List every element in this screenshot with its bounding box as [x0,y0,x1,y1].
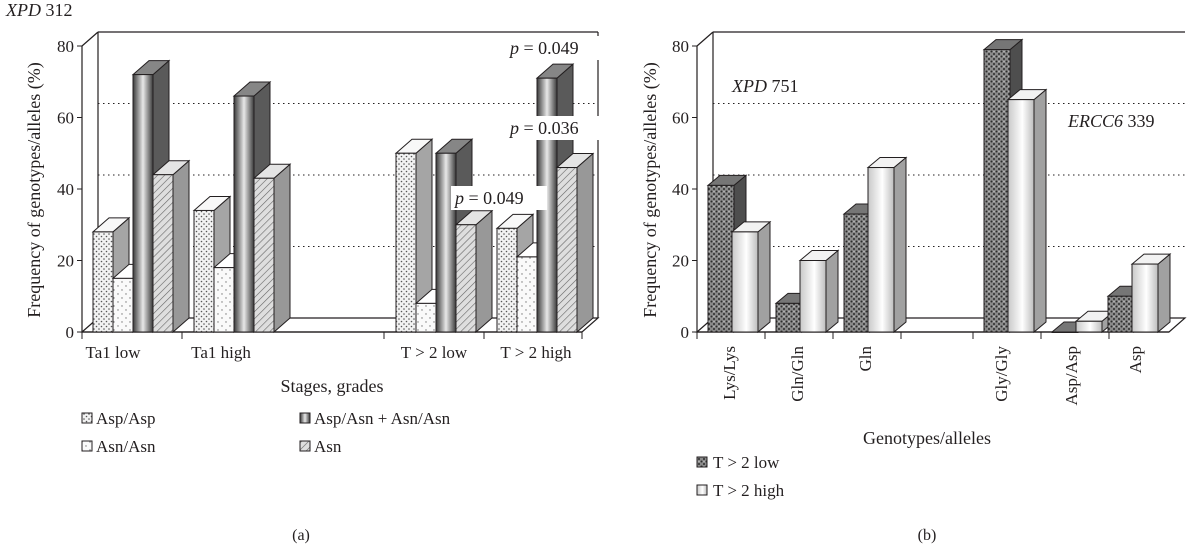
legend-swatch [696,456,708,468]
panel-a-y-tick-label: 60 [57,109,74,128]
panel-b-x-tick-label-lys-lys: Lys/Lys [720,346,739,400]
panel-b-y-label: Frequency of genotypes/alleles (%) [640,62,661,317]
panel-a-x-tick-label-ta1-low: Ta1 low [86,343,142,362]
group-label-ercc6-codon: 339 [1123,111,1155,131]
panel-b-label: (b) [918,527,937,544]
legend-swatch [81,412,93,424]
panel-a-x-tick-label-t-2-low: T > 2 low [401,343,468,362]
panel-a-x-tick-labels: Ta1 low Ta1 high T > 2 low T > 2 high [81,332,583,362]
panel-b-y-tick-label: 80 [672,37,689,56]
bar-t-2-high-asp [1130,253,1172,334]
panel-b-x-tick-label-asp-asp: Asp/Asp [1062,346,1081,406]
legend-label: T > 2 low [713,453,780,472]
panel-a-y-ticks: 0 20 40 60 80 [57,37,82,342]
p-value-box [506,116,602,140]
panel-a-legend: Asp/Asp Asn/Asn Asp/Asn + Asn/Asn Asn [81,409,451,456]
legend-label: Asp/Asn + Asn/Asn [314,409,451,428]
panel-b-y-ticks: 0 20 40 60 80 [672,37,697,342]
group-label-xpd-gene: XPD [731,76,767,96]
panel-b-legend: T > 2 low T > 2 high [696,453,785,500]
panel-b-x-tick-label-gln: Gln [856,346,875,372]
bar-asn-ta1-high [252,163,292,334]
bar-asp-asp-t-2-low [394,138,434,334]
panel-a-bars [91,59,595,334]
panel-a-y-tick-label: 20 [57,252,74,271]
panel-b-y-tick-label: 60 [672,109,689,128]
legend-swatch [299,412,311,424]
legend-item-asp-asp: Asp/Asp [81,409,156,428]
panel-a-y-tick-label: 80 [57,37,74,56]
panel-a: XPD 312 0 20 40 60 80 Ta1 low Ta1 high T > 2 l… [5,0,602,544]
p-value-annotation-0: p = 0.049 [508,38,579,58]
panel-b-y-tick-label: 20 [672,252,689,271]
bar-t-2-low-gln [842,202,884,334]
p-value-box [451,186,547,210]
group-label-ercc6-gene: ERCC6 [1067,111,1123,131]
panel-a-label: (a) [292,527,310,544]
legend-label: Asn [314,437,342,456]
group-label-xpd-codon: 751 [767,76,799,96]
bar-asn-ta1-low [151,159,191,334]
legend-label: Asn/Asn [96,437,156,456]
panel-a-y-axis-join [81,31,99,47]
group-label-ercc6-339: ERCC6 339 [1067,111,1155,131]
legend-swatch [299,440,311,452]
legend-item-asn-asn: Asn/Asn [81,437,156,456]
legend-swatch [81,440,93,452]
legend-item-t-2-high: T > 2 high [696,481,785,500]
legend-swatch [696,484,708,496]
panel-b-x-label: Genotypes/alleles [863,428,991,448]
legend-label: Asp/Asp [96,409,156,428]
panel-a-y-label: Frequency of genotypes/alleles (%) [24,62,45,317]
panel-a-gridlines [98,103,598,247]
bar-t-2-high-gln-gln [798,249,840,334]
legend-label: T > 2 high [713,481,785,500]
p-value-annotation-1: p = 0.036 [508,118,579,138]
panel-a-x-label: Stages, grades [281,376,384,396]
bar-asn-t-2-low [454,209,494,334]
p-value-box [506,36,602,60]
panel-b-y-tick-label: 0 [681,323,690,342]
panel-b-bars [706,38,1172,334]
panel-a-y-tick-label: 40 [57,180,74,199]
panel-b-gridlines [713,103,1185,247]
bar-t-2-high-gln [866,156,908,334]
panel-b-x-tick-label-gln-gln: Gln/Gln [788,346,807,402]
panel-a-y-tick-label: 0 [66,323,75,342]
bar-asn-t-2-high [555,152,595,334]
figure-title-codon: 312 [41,0,73,20]
legend-item-asn: Asn [299,437,342,456]
panel-a-annotations: p = 0.049 p = 0.036 p = 0.049 [451,36,602,210]
panel-b-y-axis-join [696,31,714,47]
bar-t-2-high-gly-gly [1006,88,1048,334]
panel-b-x-tick-label-asp: Asp [1126,346,1145,373]
panel-b-x-tick-labels: Lys/Lys Gln/Gln Gln Gly/Gly Asp/Asp Asp [696,332,1145,406]
bar-t-2-high-lys-lys [730,220,772,334]
panel-b-x-tick-label-gly-gly: Gly/Gly [992,346,1011,402]
panel-a-x-tick-label-ta1-high: Ta1 high [191,343,251,362]
panel-b: 0 20 40 60 80 Lys/Lys Gln/Gln Gln Gly/Gly Asp/As… [640,31,1187,544]
panel-b-y-tick-label: 40 [672,180,689,199]
legend-item-t-2-low: T > 2 low [696,453,780,472]
p-value-annotation-2: p = 0.049 [453,188,524,208]
legend-item-asp-asn-asn-asn: Asp/Asn + Asn/Asn [299,409,451,428]
figure-title-gene: XPD [5,0,41,20]
panel-a-x-tick-label-t-2-high: T > 2 high [500,343,572,362]
group-label-xpd-751: XPD 751 [731,76,799,96]
figure-title: XPD 312 [5,0,73,20]
